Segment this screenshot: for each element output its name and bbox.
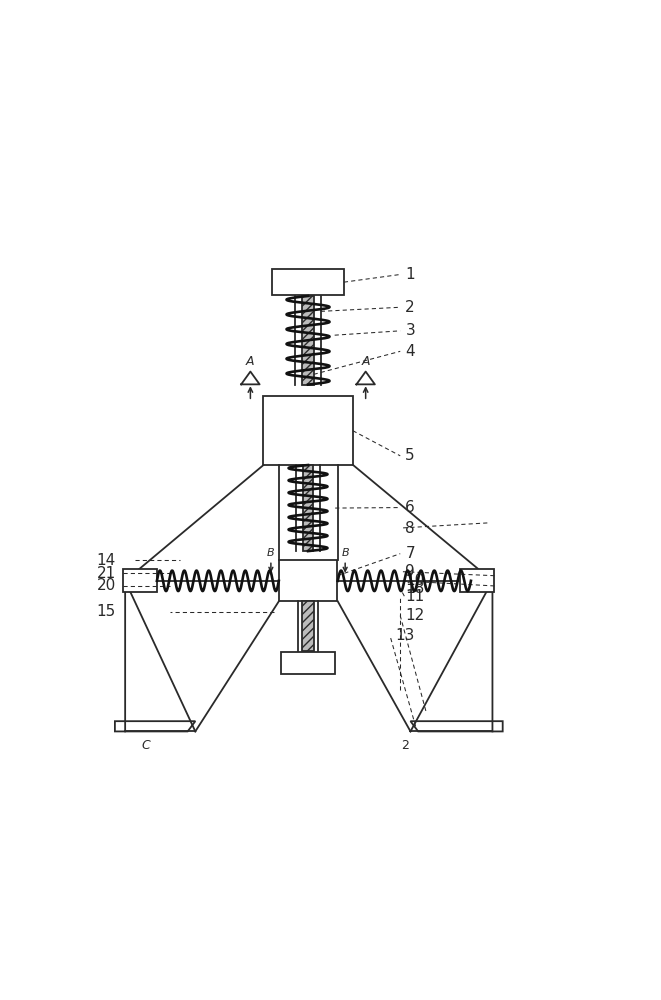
Text: 20: 20 <box>97 578 116 593</box>
Polygon shape <box>241 372 260 384</box>
Text: 9: 9 <box>405 564 415 579</box>
Text: 10: 10 <box>405 573 424 588</box>
Text: 12: 12 <box>405 608 424 623</box>
Text: 2: 2 <box>405 300 415 315</box>
Bar <box>302 601 314 651</box>
Text: 14: 14 <box>97 553 116 568</box>
Text: 3: 3 <box>405 323 415 338</box>
Text: 1: 1 <box>405 267 415 282</box>
Bar <box>263 396 353 465</box>
Bar <box>302 296 314 385</box>
Text: 6: 6 <box>405 500 415 515</box>
Text: 11: 11 <box>405 589 424 604</box>
Bar <box>122 569 157 592</box>
Text: 4: 4 <box>405 344 415 359</box>
Text: 18: 18 <box>405 581 424 596</box>
Text: C: C <box>141 739 150 752</box>
Text: 21: 21 <box>97 566 116 581</box>
Bar <box>272 269 344 295</box>
Text: 15: 15 <box>97 604 116 619</box>
Text: B: B <box>267 548 275 558</box>
Text: B: B <box>341 548 349 558</box>
Bar <box>281 652 335 674</box>
Bar <box>303 465 313 551</box>
Text: 7: 7 <box>405 546 415 561</box>
Text: 2: 2 <box>401 739 409 752</box>
Text: 13: 13 <box>395 628 414 643</box>
Bar <box>278 560 338 601</box>
Text: A: A <box>362 355 370 368</box>
Bar <box>459 569 494 592</box>
Text: 5: 5 <box>405 448 415 463</box>
Polygon shape <box>356 372 375 384</box>
Text: 8: 8 <box>405 521 415 536</box>
Text: A: A <box>246 355 254 368</box>
